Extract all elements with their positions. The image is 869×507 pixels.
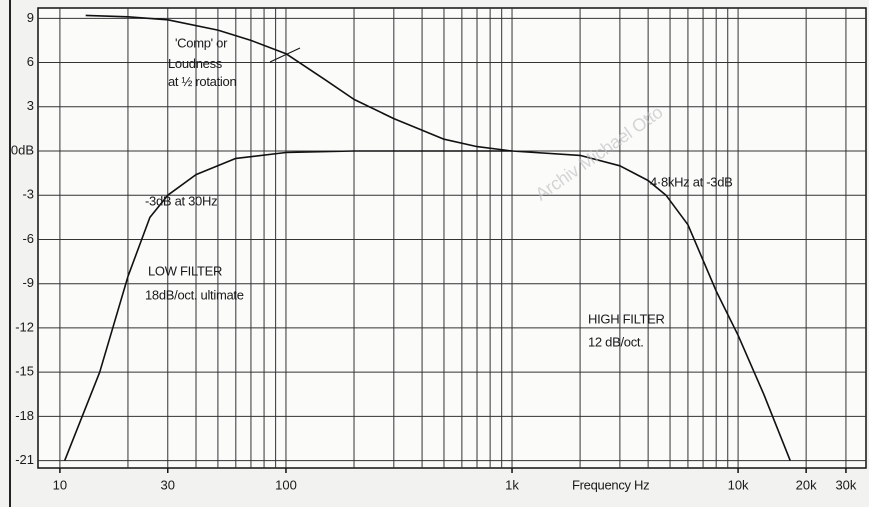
annotation: -3dB at 30Hz: [145, 193, 217, 208]
y-tick-label: -6: [22, 231, 34, 246]
grid: [38, 8, 866, 473]
annotation: HIGH FILTER: [588, 311, 665, 326]
x-tick-label: 10k: [728, 477, 749, 492]
annotation: 'Comp' or: [175, 35, 228, 50]
y-tick-label: 0dB: [11, 142, 34, 157]
y-tick-label: -15: [15, 364, 34, 379]
y-tick-label: -12: [15, 319, 34, 334]
annotation: 12 dB/oct.: [588, 334, 644, 349]
x-tick-label: 100: [275, 477, 297, 492]
response-curve: [63, 150, 791, 461]
leader-line: [269, 47, 301, 63]
y-tick-label: -3: [22, 187, 34, 202]
y-tick-label: 9: [27, 10, 34, 25]
y-tick-label: -21: [15, 452, 34, 467]
y-tick-label: -18: [15, 408, 34, 423]
x-tick-label: 30: [161, 477, 175, 492]
y-tick-label: 3: [27, 98, 34, 113]
annotation: LOW FILTER: [148, 263, 222, 278]
x-tick-label: 30k: [835, 477, 856, 492]
x-tick-label: 1k: [505, 477, 519, 492]
plot-area: [37, 7, 867, 469]
curves: [63, 14, 791, 461]
x-tick-label: 20k: [796, 477, 817, 492]
y-tick-label: -9: [22, 275, 34, 290]
x-tick-label: 10: [53, 477, 67, 492]
y-tick-label: 6: [27, 54, 34, 69]
annotation: Loudness: [168, 56, 223, 71]
x-axis-label: Frequency Hz: [572, 477, 649, 492]
annotation: 18dB/oct. ultimate: [145, 287, 244, 302]
annotation: 4·8kHz at -3dB: [650, 174, 733, 189]
response-curve: [85, 14, 513, 152]
annotation: at ½ rotation: [168, 74, 236, 89]
